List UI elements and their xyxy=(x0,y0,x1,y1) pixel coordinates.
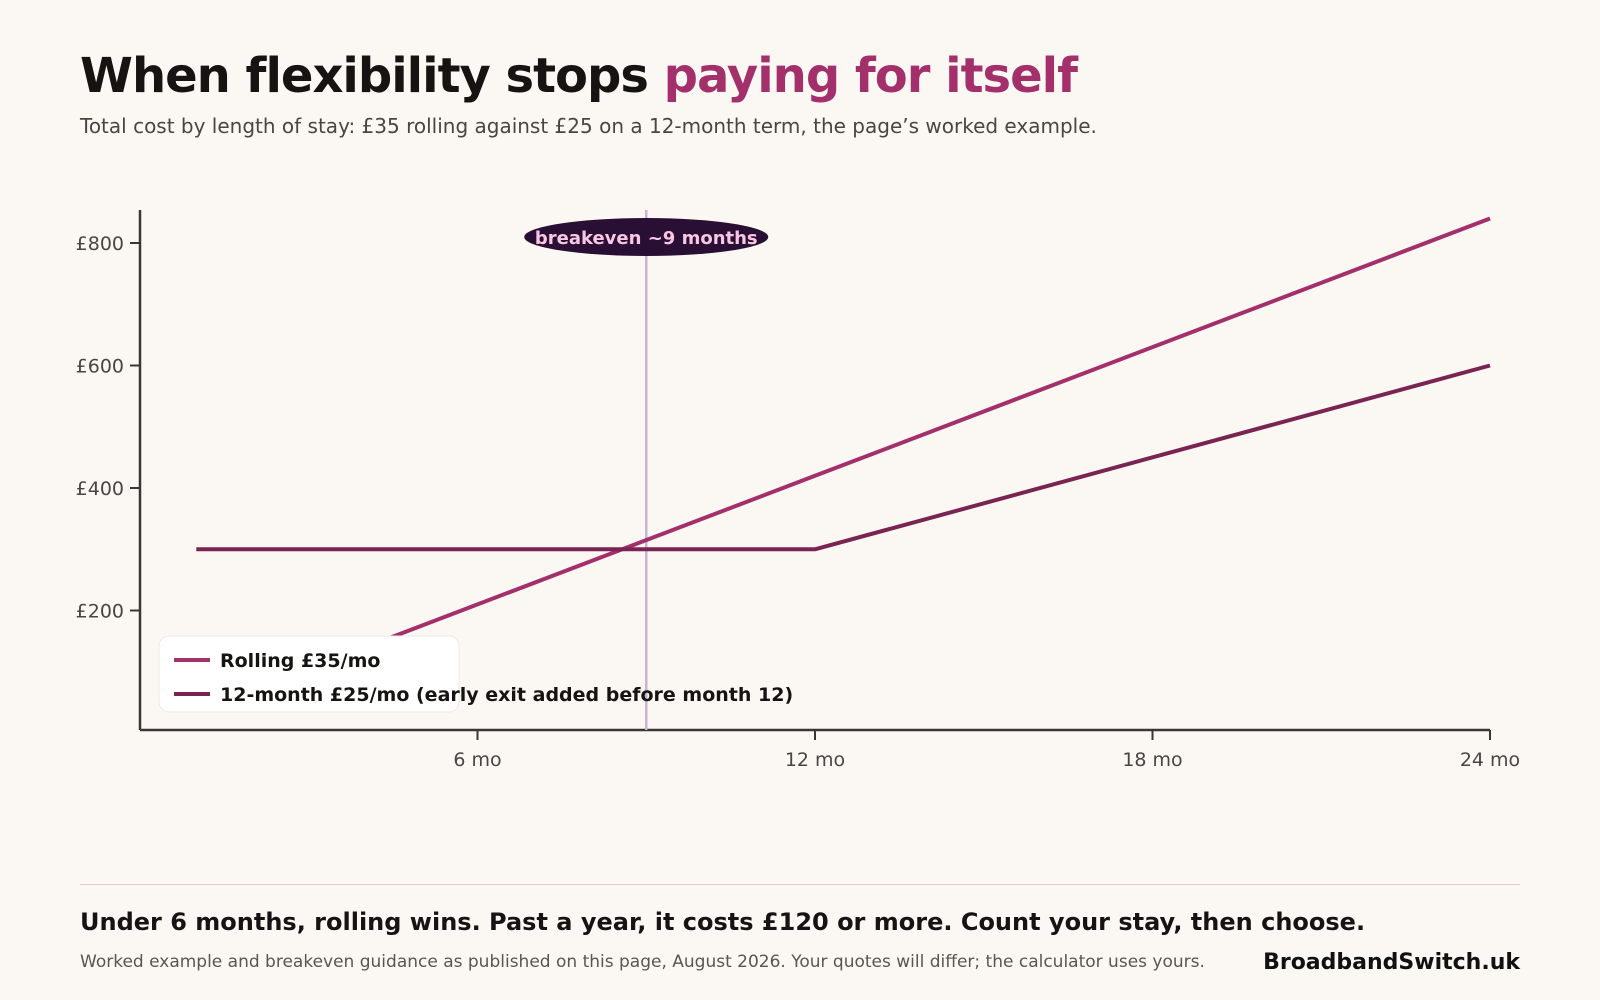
brand-logo: BroadbandSwitch.uk xyxy=(1263,950,1520,975)
series-lines xyxy=(196,216,1491,650)
breakeven-label: breakeven ~9 months xyxy=(535,228,758,249)
y-tick-label: £200 xyxy=(76,601,124,623)
chart-legend: Rolling £35/mo 12-month £25/mo (early exi… xyxy=(158,635,793,713)
x-tick-label: 24 mo xyxy=(1460,749,1520,771)
chart-subtitle: Total cost by length of stay: £35 rollin… xyxy=(80,114,1097,138)
series-line-2 xyxy=(196,363,1491,552)
series-line-1 xyxy=(364,216,1491,650)
title-accent: paying for itself xyxy=(663,48,1078,104)
legend-label: Rolling £35/mo xyxy=(220,650,380,672)
cost-chart: 6 mo 12 mo 18 mo 24 mo £200 £400 £600 £800 brea… xyxy=(76,210,1520,771)
x-tick-label: 18 mo xyxy=(1122,749,1182,771)
chart-axes: 6 mo 12 mo 18 mo 24 mo £200 £400 £600 £800 xyxy=(76,210,1520,771)
y-tick-label: £600 xyxy=(76,356,124,378)
breakeven-badge xyxy=(524,218,769,256)
x-tick-label: 6 mo xyxy=(453,749,501,771)
title-lead: When flexibility stops xyxy=(80,48,664,104)
footer-divider xyxy=(80,884,1520,885)
chart-title: When flexibility stops paying for itself xyxy=(80,48,1078,104)
takeaway-text: Under 6 months, rolling wins. Past a yea… xyxy=(80,908,1366,936)
breakeven-annotation: breakeven ~9 months xyxy=(524,210,769,730)
y-tick-label: £800 xyxy=(76,233,124,255)
source-note: Worked example and breakeven guidance as… xyxy=(80,952,1205,972)
legend-box xyxy=(158,635,460,713)
legend-label: 12-month £25/mo (early exit added before… xyxy=(220,684,793,706)
x-tick-label: 12 mo xyxy=(785,749,845,771)
y-tick-label: £400 xyxy=(76,478,124,500)
